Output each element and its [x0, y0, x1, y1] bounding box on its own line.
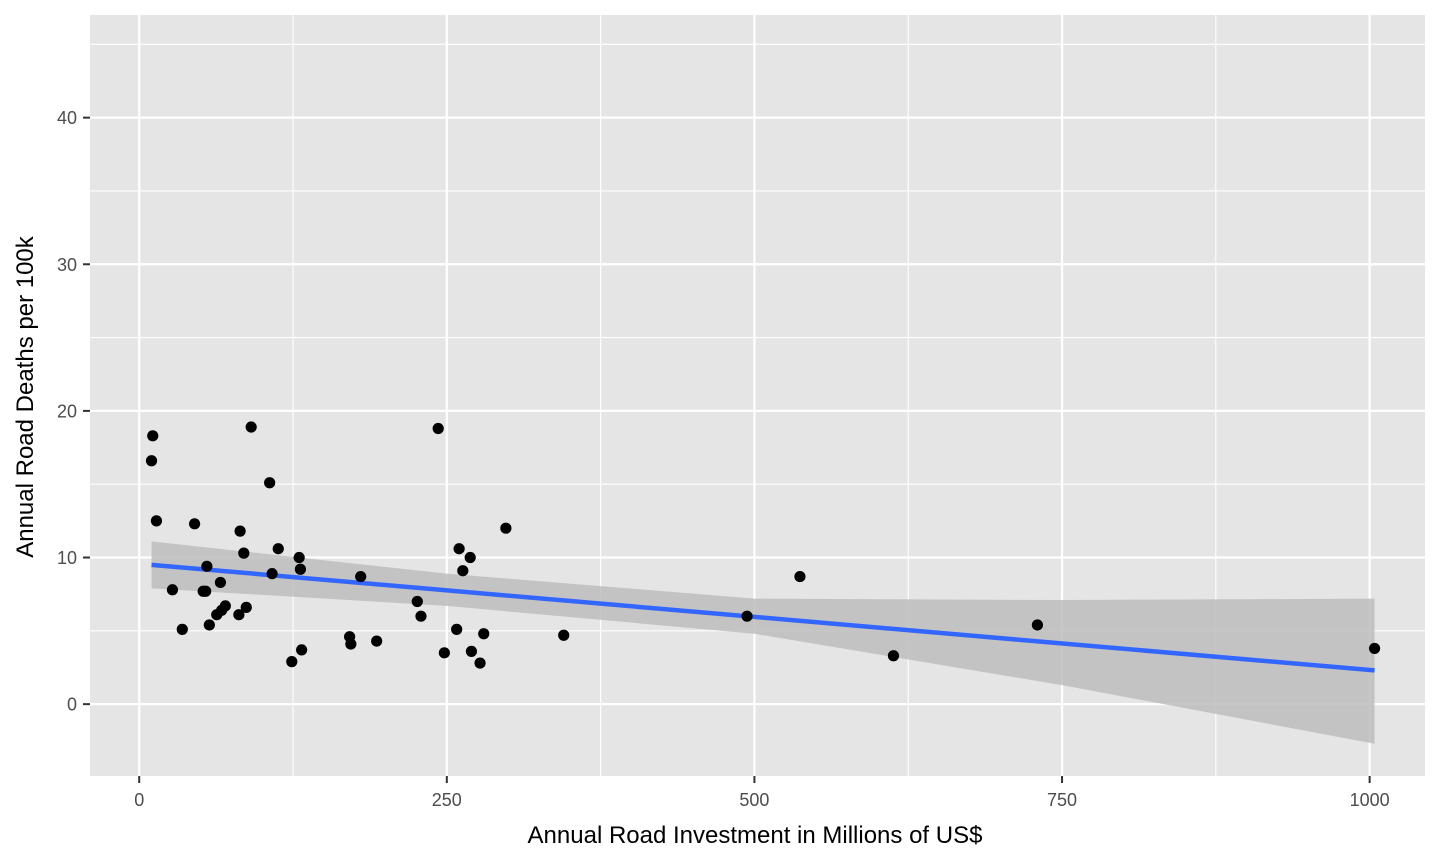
- data-point: [478, 628, 490, 640]
- data-point: [432, 422, 444, 435]
- y-tick-label: 40: [57, 108, 77, 128]
- data-point: [286, 656, 298, 668]
- data-point: [451, 623, 463, 635]
- x-tick-label: 500: [739, 790, 769, 810]
- data-point: [176, 623, 188, 635]
- data-point: [500, 522, 512, 534]
- data-point: [438, 647, 450, 659]
- y-tick-label: 10: [57, 548, 77, 568]
- minor-gridlines: [90, 15, 1425, 776]
- trend-line: [151, 562, 1375, 673]
- data-point: [238, 547, 250, 559]
- data-point: [264, 477, 276, 489]
- data-point: [371, 635, 383, 647]
- data-point: [219, 600, 231, 612]
- data-point: [272, 543, 284, 555]
- data-point: [296, 644, 308, 656]
- data-point: [474, 657, 486, 669]
- x-tick-label: 250: [432, 790, 462, 810]
- data-point: [245, 421, 257, 433]
- data-points: [145, 421, 1381, 669]
- y-tick-label: 20: [57, 401, 77, 421]
- x-tick-label: 750: [1047, 790, 1077, 810]
- data-point: [1031, 619, 1044, 631]
- data-point: [794, 570, 806, 583]
- data-point: [240, 601, 252, 613]
- x-tick-label: 0: [134, 790, 144, 810]
- data-point: [234, 525, 246, 537]
- data-point: [457, 565, 469, 577]
- data-point: [464, 551, 476, 564]
- data-point: [411, 595, 423, 608]
- data-point: [166, 584, 179, 596]
- data-point: [203, 619, 215, 631]
- x-axis-title: Annual Road Investment in Millions of US…: [528, 822, 983, 849]
- data-point: [233, 609, 245, 621]
- data-point: [558, 629, 570, 641]
- data-point: [266, 568, 278, 580]
- data-point: [201, 560, 213, 572]
- data-point: [1368, 642, 1381, 655]
- data-point: [150, 515, 163, 527]
- data-point: [200, 585, 212, 597]
- data-point: [887, 650, 900, 662]
- data-point: [294, 563, 307, 575]
- data-point: [741, 610, 753, 622]
- y-tick-label: 0: [67, 695, 77, 715]
- y-axis: 0 10 20 30 40: [57, 108, 90, 715]
- data-point: [214, 576, 227, 589]
- data-point: [188, 518, 201, 530]
- data-point: [465, 645, 478, 657]
- x-axis: 0 250 500 750 1000: [134, 776, 1390, 810]
- x-tick-label: 1000: [1350, 790, 1390, 810]
- y-tick-label: 30: [57, 255, 77, 275]
- data-point: [355, 570, 367, 583]
- y-axis-title: Annual Road Deaths per 100k: [12, 235, 39, 558]
- regression-line: [151, 562, 1375, 673]
- data-point: [415, 610, 427, 622]
- data-point: [145, 455, 158, 467]
- data-point: [147, 430, 159, 442]
- data-point: [453, 543, 465, 555]
- data-point: [293, 551, 305, 564]
- data-point: [345, 638, 357, 650]
